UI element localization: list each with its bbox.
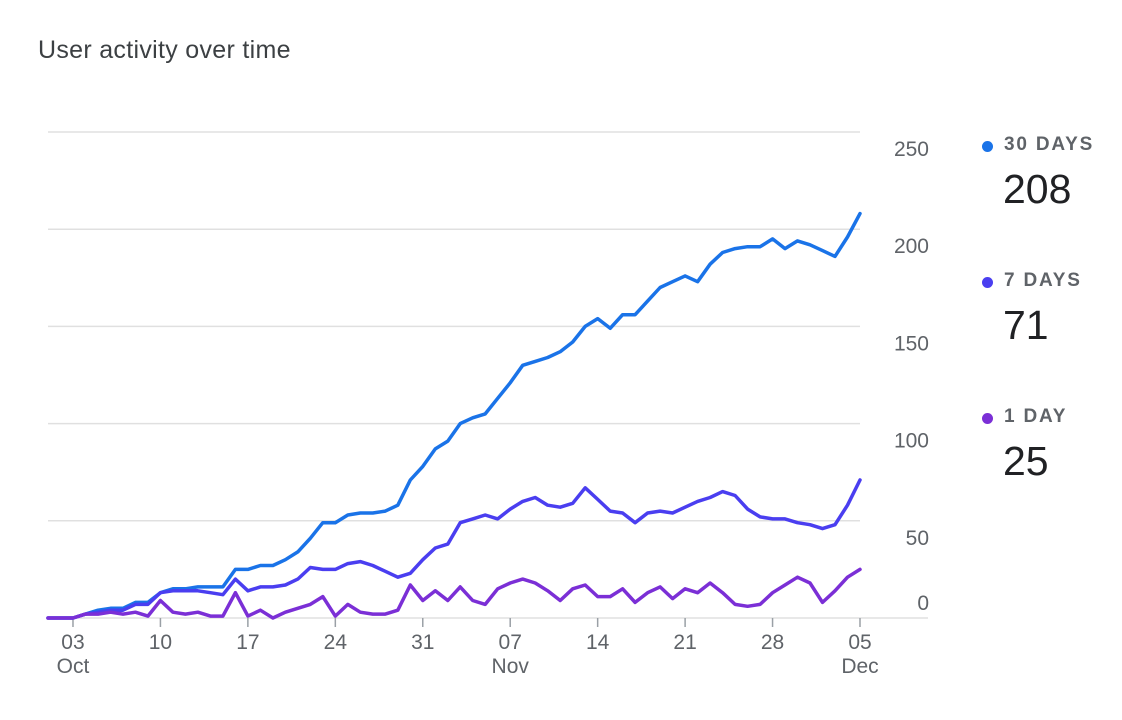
legend-item-30-days[interactable]: 30 DAYS 208 xyxy=(982,130,1112,266)
y-tick-label-50: 50 xyxy=(906,527,929,550)
x-tick-sublabel-Dec: Dec xyxy=(841,655,878,678)
legend-item-7-days[interactable]: 7 DAYS 71 xyxy=(982,266,1112,402)
legend-label-1-day: 1 DAY xyxy=(1004,406,1068,427)
x-tick-sublabel-Nov: Nov xyxy=(492,655,530,678)
x-tick-label-31: 31 xyxy=(411,631,434,654)
y-tick-label-150: 150 xyxy=(894,332,929,355)
x-tick-label-07: 07 xyxy=(499,631,522,654)
legend-label-30-days: 30 DAYS xyxy=(1004,134,1095,155)
y-axis-ticks: 0 50 100 150 200 250 xyxy=(894,138,929,615)
legend-dot-1-day xyxy=(982,413,993,424)
chart-title: User activity over time xyxy=(38,36,291,64)
legend-label-7-days: 7 DAYS xyxy=(1004,270,1082,291)
legend-value-1-day: 25 xyxy=(1003,438,1049,484)
x-tick-label-03: 03 xyxy=(61,631,84,654)
legend-dot-30-days xyxy=(982,141,993,152)
legend-value-30-days: 208 xyxy=(1003,166,1072,212)
y-tick-label-250: 250 xyxy=(894,138,929,161)
gridlines xyxy=(48,131,928,619)
x-tick-label-28: 28 xyxy=(761,631,784,654)
legend-value-7-days: 71 xyxy=(1003,302,1049,348)
series-lines xyxy=(46,211,862,620)
series-line-1-day xyxy=(46,567,862,620)
y-tick-label-0: 0 xyxy=(917,592,929,615)
series-line-30-days xyxy=(46,211,862,620)
legend-item-1-day[interactable]: 1 DAY 25 xyxy=(982,402,1112,538)
y-tick-label-200: 200 xyxy=(894,235,929,258)
y-tick-label-100: 100 xyxy=(894,430,929,453)
x-tick-label-17: 17 xyxy=(236,631,259,654)
x-tick-label-05: 05 xyxy=(848,631,871,654)
x-tick-label-24: 24 xyxy=(324,631,348,654)
x-tick-label-10: 10 xyxy=(149,631,172,654)
x-tick-label-21: 21 xyxy=(673,631,696,654)
x-tick-sublabel-Oct: Oct xyxy=(57,655,90,678)
legend: 30 DAYS 208 7 DAYS 71 1 DAY 25 xyxy=(982,130,1112,538)
legend-dot-7-days xyxy=(982,277,993,288)
x-tick-label-14: 14 xyxy=(586,631,610,654)
series-line-7-days xyxy=(46,478,862,620)
